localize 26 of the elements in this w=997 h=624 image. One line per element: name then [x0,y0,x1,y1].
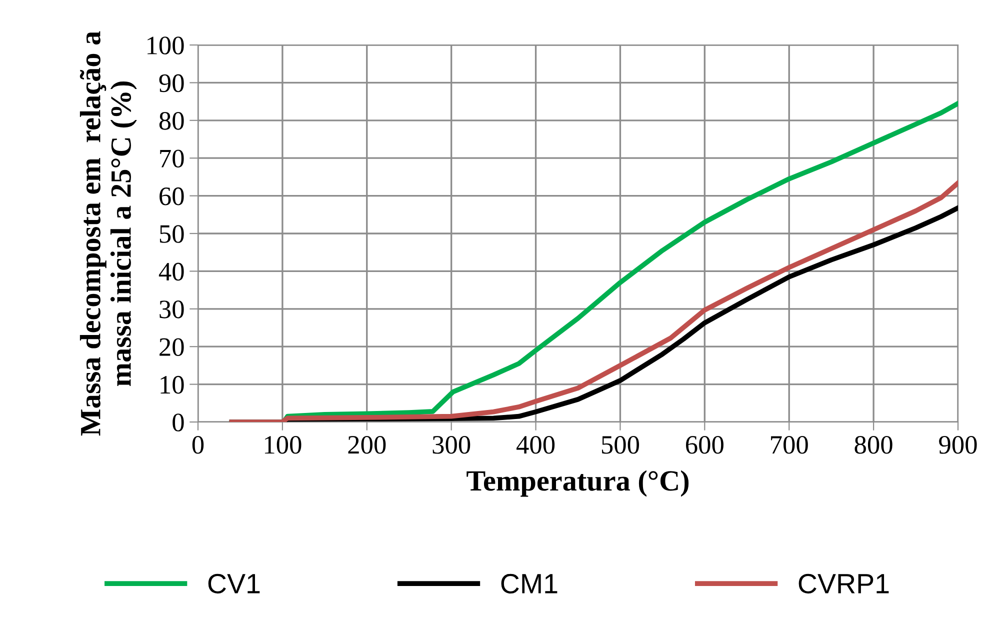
y-axis-title: Massa decomposta em relação a massa inicial a 25°C (%) [80,31,137,436]
x-tick-label: 900 [939,436,977,454]
y-tick-label: 10 [160,376,184,394]
y-tick-label: 100 [148,36,184,54]
x-tick-label: 0 [192,436,204,454]
y-tick-label: 70 [160,150,184,168]
x-tick-label: 600 [686,436,724,454]
y-tick-label: 20 [160,338,184,356]
x-tick-label: 400 [516,436,555,454]
x-tick-label: 300 [432,436,470,454]
x-tick-label: 200 [348,436,386,454]
x-tick-label: 800 [854,436,892,454]
legend-label: CVRP1 [798,574,889,594]
y-tick-label: 50 [160,225,184,243]
y-tick-label: 80 [159,112,184,130]
legend-label: CV1 [208,574,260,594]
y-tick-label: 60 [160,187,184,206]
x-tick-label: 100 [264,436,302,454]
y-tick-label: 0 [172,414,184,432]
y-tick-label: 40 [158,262,184,281]
x-tick-label: 500 [602,436,640,454]
x-tick-label: 700 [771,436,808,454]
y-tick-label: 30 [160,300,184,318]
x-axis-title: Temperatura (°C) [466,470,689,497]
legend-label: CM1 [501,574,558,594]
y-tick-label: 90 [159,74,184,92]
